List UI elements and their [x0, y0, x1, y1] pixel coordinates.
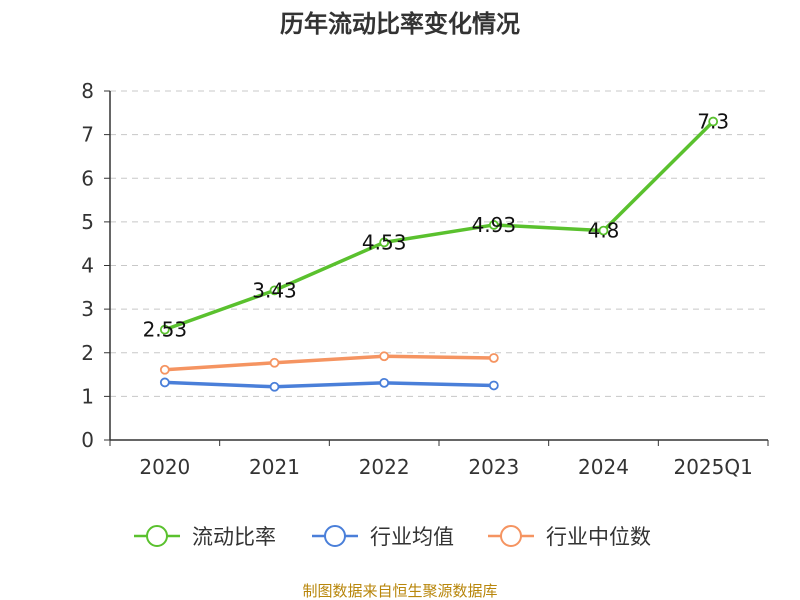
series-line: [163, 380, 496, 389]
legend-item[interactable]: 行业均值: [312, 525, 454, 549]
series-line: [163, 119, 715, 332]
x-tick-label: 2024: [578, 455, 629, 479]
data-labels: 2.53 3.43 4.53 4.93 4.8 7.3: [143, 110, 730, 342]
data-point: [488, 353, 499, 363]
series-line: [163, 354, 496, 372]
legend-label: 行业中位数: [546, 525, 651, 549]
data-point: [379, 351, 390, 362]
legend-marker-icon: [324, 525, 346, 547]
y-tick-label: 5: [81, 210, 94, 234]
x-tick-label: 2025Q1: [673, 455, 752, 479]
y-tick-label: 4: [81, 254, 94, 278]
legend-item[interactable]: 流动比率: [134, 525, 276, 549]
data-point: [269, 381, 280, 392]
axes: 0 1 2 3 4 5 6 7 8 2020 2021 2022 2023 2024 2025Q1: [81, 79, 769, 479]
data-label: 7.3: [697, 110, 729, 134]
series-lines: [159, 116, 719, 392]
y-tick-label: 1: [81, 384, 94, 408]
data-label: 4.53: [362, 230, 407, 254]
data-label: 2.53: [143, 318, 188, 342]
data-point: [159, 377, 170, 388]
source-note: 制图数据来自恒生聚源数据库: [302, 582, 497, 600]
data-point: [488, 220, 499, 230]
legend-label: 行业均值: [370, 525, 454, 549]
y-tick-label: 7: [81, 123, 94, 147]
data-point: [488, 380, 499, 391]
legend[interactable]: 流动比率 行业均值 行业中位数: [134, 525, 651, 549]
y-tick-label: 0: [81, 428, 94, 452]
chart-title: 历年流动比率变化情况: [280, 10, 520, 38]
x-tick-label: 2020: [139, 455, 190, 479]
legend-label: 流动比率: [192, 525, 276, 549]
x-tick-label: 2022: [359, 455, 410, 479]
data-label: 3.43: [252, 278, 297, 302]
data-point: [598, 225, 609, 236]
x-tick-label: 2023: [468, 455, 519, 479]
data-point: [269, 357, 280, 368]
data-label: 4.8: [588, 219, 620, 243]
y-tick-label: 3: [81, 297, 94, 321]
legend-marker-icon: [146, 525, 168, 547]
data-point: [159, 324, 170, 335]
legend-item[interactable]: 行业中位数: [488, 525, 651, 549]
grid-lines: [110, 90, 768, 397]
data-point: [269, 285, 280, 296]
data-point: [379, 377, 390, 388]
y-tick-label: 6: [81, 166, 94, 190]
y-tick-label: 2: [81, 341, 94, 365]
data-point: [379, 237, 390, 248]
data-label: 4.93: [472, 213, 517, 237]
legend-marker-icon: [500, 525, 522, 547]
data-point: [708, 116, 719, 127]
x-tick-label: 2021: [249, 455, 300, 479]
y-tick-label: 8: [81, 79, 94, 103]
data-point: [159, 364, 170, 375]
